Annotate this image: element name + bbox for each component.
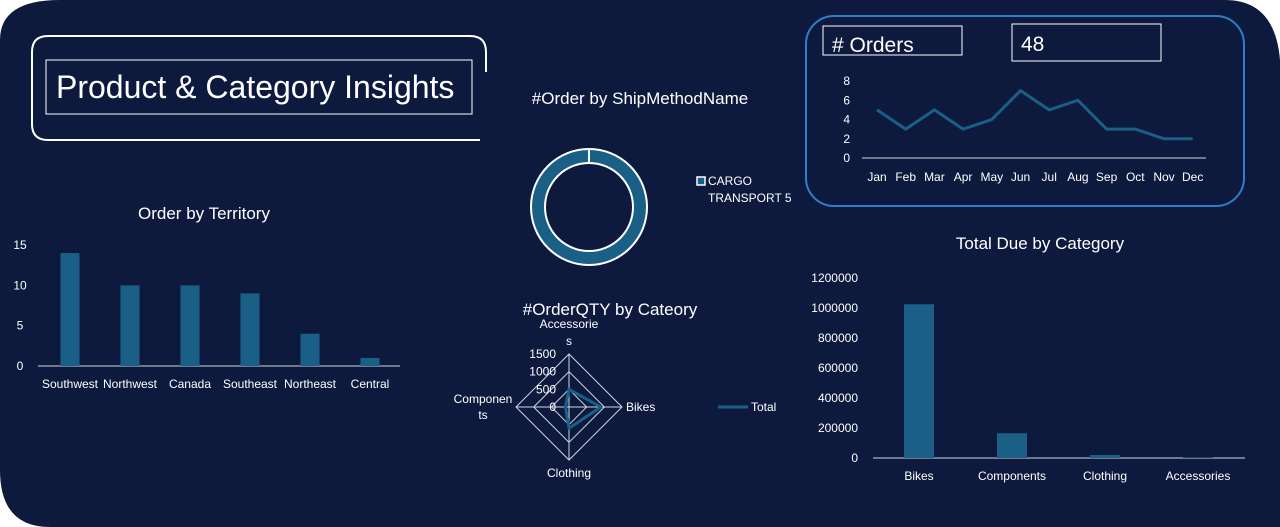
bar-components — [997, 433, 1027, 458]
line-x-tick: Apr — [954, 170, 973, 184]
bar-y-tick: 400000 — [818, 391, 858, 405]
orders-panel — [805, 15, 1245, 207]
line-y-tick: 6 — [843, 93, 850, 107]
orders-label-box — [822, 25, 963, 56]
line-x-tick: Jun — [1011, 170, 1030, 184]
bar-category-label: Canada — [169, 377, 211, 391]
radar-r-tick: 1500 — [529, 347, 556, 361]
bar-clothing — [1090, 455, 1120, 458]
radar-axis-label: Clothing — [547, 466, 591, 480]
orders-value-box — [1011, 23, 1162, 62]
bar-northwest — [120, 285, 140, 366]
territory-bar-chart: 15 10 5 0 Southwest Northwest Canada Southeast N… — [13, 238, 400, 391]
line-x-tick: Nov — [1153, 170, 1174, 184]
monthly-orders-line-chart: 8 6 4 2 0 Jan Feb Mar Apr May Jun Jul Aug Sep Oct Nov De… — [843, 74, 1206, 184]
line-x-tick: Oct — [1126, 170, 1145, 184]
bar-y-tick: 0 — [17, 359, 24, 373]
line-x-tick: Sep — [1096, 170, 1118, 184]
bar-category-label: Bikes — [904, 469, 933, 483]
bar-canada — [180, 285, 200, 366]
radar-legend-label: Total — [751, 400, 776, 414]
bar-category-label: Northwest — [103, 377, 158, 391]
donut-legend-label: CARGO — [708, 174, 752, 188]
bar-southwest — [60, 253, 80, 366]
bar-category-label: Northeast — [284, 377, 337, 391]
bar-category-label: Central — [351, 377, 390, 391]
territory-chart-title: Order by Territory — [138, 204, 270, 223]
bar-y-tick: 0 — [851, 451, 858, 465]
bar-category-label: Southwest — [42, 377, 99, 391]
ship-method-title: #Order by ShipMethodName — [532, 89, 748, 108]
ship-method-donut-chart: CARGO TRANSPORT 5 — [530, 148, 792, 266]
line-x-tick: May — [980, 170, 1003, 184]
bar-y-tick: 200000 — [818, 421, 858, 435]
line-y-tick: 4 — [843, 113, 850, 127]
bar-y-tick: 1200000 — [811, 271, 858, 285]
bar-southeast — [240, 293, 260, 366]
title-frame — [31, 35, 487, 141]
orderqty-chart-title: #OrderQTY by Cateory — [523, 300, 698, 319]
radar-r-tick: 0 — [549, 400, 556, 414]
donut-legend-swatch — [696, 176, 706, 186]
line-y-tick: 0 — [843, 151, 850, 165]
line-y-tick: 8 — [843, 74, 850, 88]
dashboard-title: Product & Category Insights — [56, 69, 454, 105]
orders-value: 48 — [1021, 33, 1044, 56]
donut-legend-label: TRANSPORT 5 — [708, 191, 792, 205]
bar-category-label: Components — [978, 469, 1046, 483]
bar-y-tick: 15 — [13, 238, 27, 252]
radar-r-tick: 500 — [536, 382, 556, 396]
bar-category-label: Clothing — [1083, 469, 1127, 483]
line-x-tick: Dec — [1182, 170, 1203, 184]
orders-label: # Orders — [832, 34, 914, 57]
radar-axis-label: Bikes — [626, 400, 655, 414]
total-due-bar-chart: 1200000 1000000 800000 600000 400000 200000 0 B… — [811, 271, 1245, 483]
line-y-tick: 2 — [843, 132, 850, 146]
bar-northeast — [300, 333, 320, 366]
line-x-tick: Jan — [867, 170, 886, 184]
line-x-tick: Jul — [1042, 170, 1057, 184]
radar-series-total — [563, 387, 603, 430]
line-series-orders — [876, 89, 1193, 141]
bar-y-tick: 10 — [13, 278, 27, 292]
radar-axis-label: Accessorie — [540, 317, 599, 331]
bar-category-label: Accessories — [1166, 469, 1231, 483]
radar-r-tick: 1000 — [529, 365, 556, 379]
bar-category-label: Southeast — [223, 377, 278, 391]
total-due-chart-title: Total Due by Category — [956, 234, 1125, 253]
orderqty-radar-chart: 1500 1000 500 0 Accessorie s Bikes Clothing Comp… — [454, 317, 777, 480]
radar-axis-label: Componen — [454, 392, 513, 406]
radar-axis-label: s — [566, 334, 572, 348]
bar-y-tick: 5 — [17, 319, 24, 333]
bar-bikes — [904, 304, 934, 458]
bar-central — [360, 357, 380, 366]
bar-y-tick: 1000000 — [811, 301, 858, 315]
bar-y-tick: 800000 — [818, 331, 858, 345]
radar-axis-label: ts — [478, 408, 487, 422]
line-x-tick: Feb — [895, 170, 916, 184]
bar-y-tick: 600000 — [818, 361, 858, 375]
line-x-tick: Mar — [924, 170, 945, 184]
title-box — [45, 59, 473, 115]
line-x-tick: Aug — [1067, 170, 1088, 184]
